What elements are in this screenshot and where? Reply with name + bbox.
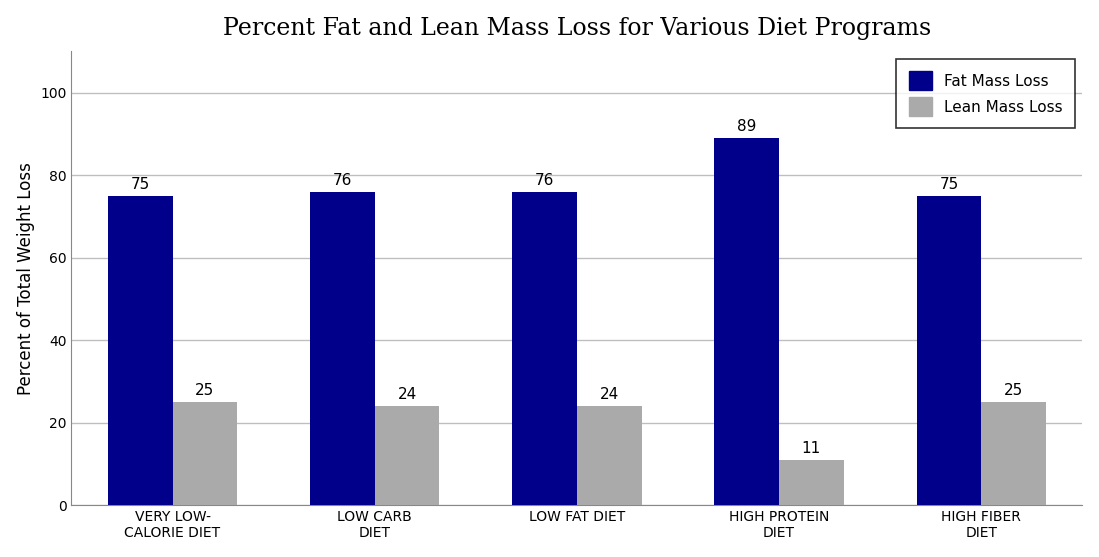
Legend: Fat Mass Loss, Lean Mass Loss: Fat Mass Loss, Lean Mass Loss bbox=[897, 59, 1075, 128]
Text: 24: 24 bbox=[600, 387, 619, 402]
Bar bbox=[108, 196, 173, 505]
Bar bbox=[173, 402, 237, 505]
Text: 24: 24 bbox=[398, 387, 417, 402]
Text: 75: 75 bbox=[131, 177, 149, 192]
Bar bbox=[714, 138, 779, 505]
Text: 11: 11 bbox=[802, 441, 821, 456]
Y-axis label: Percent of Total Weight Loss: Percent of Total Weight Loss bbox=[16, 162, 35, 395]
Text: 75: 75 bbox=[940, 177, 958, 192]
Text: 76: 76 bbox=[333, 173, 352, 188]
Bar bbox=[577, 406, 642, 505]
Text: 25: 25 bbox=[196, 383, 214, 398]
Bar bbox=[981, 402, 1046, 505]
Text: 76: 76 bbox=[535, 173, 554, 188]
Bar bbox=[779, 460, 844, 505]
Bar bbox=[512, 192, 577, 505]
Bar bbox=[917, 196, 981, 505]
Bar bbox=[310, 192, 375, 505]
Text: 89: 89 bbox=[737, 119, 756, 134]
Title: Percent Fat and Lean Mass Loss for Various Diet Programs: Percent Fat and Lean Mass Loss for Vario… bbox=[223, 17, 931, 40]
Text: 25: 25 bbox=[1004, 383, 1023, 398]
Bar bbox=[375, 406, 440, 505]
